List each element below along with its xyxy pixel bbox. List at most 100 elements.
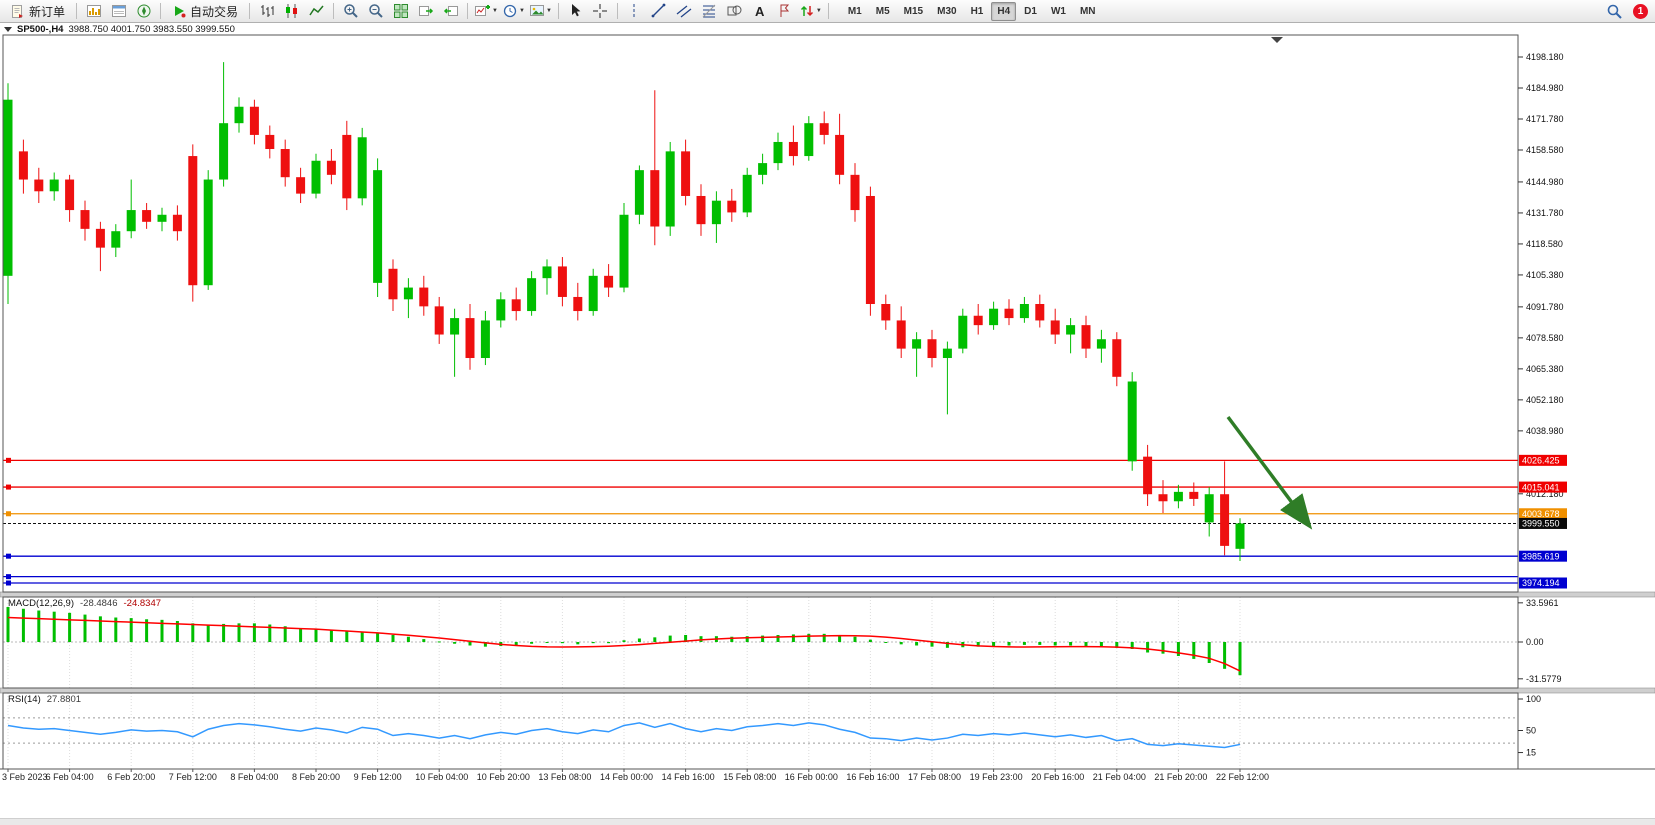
axis-label: 4198.180 (1526, 52, 1564, 62)
macd-signal-line (7, 616, 1241, 672)
navigator-button[interactable] (132, 1, 155, 22)
toolbar-separator (827, 3, 829, 19)
periods-button[interactable]: ▼ (501, 1, 526, 22)
auto-scroll-button[interactable] (414, 1, 437, 22)
line-handle[interactable] (6, 580, 11, 586)
line-handle[interactable] (6, 484, 11, 490)
axis-label: 4171.780 (1526, 114, 1564, 124)
candle-body (850, 174, 860, 211)
line-chart-button[interactable] (305, 1, 328, 22)
axis-label: 4038.980 (1526, 426, 1564, 436)
symbol-dropdown-icon[interactable] (4, 27, 12, 32)
timeframe-mn-button[interactable]: MN (1079, 5, 1096, 17)
timeframe-h1-button[interactable]: H1 (970, 5, 984, 17)
axis-label: 15 (1526, 748, 1536, 758)
panel-divider[interactable] (0, 591, 1655, 598)
candle-body (388, 268, 398, 300)
data-window-button[interactable] (107, 1, 130, 22)
candlestick-chart-button[interactable] (280, 1, 303, 22)
fibonacci-button[interactable] (698, 1, 721, 22)
panel-divider[interactable] (0, 687, 1655, 694)
chart-title: SP500-,H4 (17, 24, 64, 35)
price-tag[interactable]: 4003.678 (1519, 508, 1567, 520)
candle-body (1066, 325, 1076, 335)
price-tag[interactable]: 3999.550 (1519, 517, 1567, 529)
candle-body (1050, 320, 1060, 335)
candle-body (203, 179, 213, 286)
crosshair-button[interactable] (589, 1, 612, 22)
candle-body (280, 149, 290, 178)
trendline-button[interactable] (648, 1, 671, 22)
time-axis-label: 6 Feb 20:00 (107, 772, 155, 782)
candle-body (511, 299, 521, 312)
tile-windows-button[interactable] (389, 1, 412, 22)
price-levels-layer[interactable] (3, 457, 1518, 586)
line-handle[interactable] (6, 457, 11, 463)
notification-badge[interactable]: 1 (1633, 3, 1648, 19)
chart-shift-button[interactable] (439, 1, 462, 22)
svg-text:3985.619: 3985.619 (1522, 551, 1560, 561)
timeframe-m5-button[interactable]: M5 (875, 5, 890, 17)
window-bottom-edge (0, 818, 1655, 825)
chart-caption: SP500-,H4 3988.750 4001.750 3983.550 399… (4, 24, 235, 35)
shapes-button[interactable] (723, 1, 746, 22)
rsi-panel-border (2, 692, 1519, 770)
timeframe-m30-button[interactable]: M30 (937, 5, 957, 17)
line-chart-icon (308, 5, 324, 16)
vertical-line-icon (633, 4, 635, 17)
chart-ohlc: 3988.750 4001.750 3983.550 3999.550 (68, 24, 235, 35)
new-chart-button[interactable]: ▼ (473, 1, 499, 22)
candle-body (1235, 523, 1245, 549)
text-label-button[interactable] (773, 1, 796, 22)
price-tag[interactable]: 3985.619 (1519, 550, 1567, 562)
timeframe-w1-button[interactable]: W1 (1050, 5, 1066, 17)
time-axis-label: 13 Feb 08:00 (538, 772, 591, 782)
price-tag[interactable]: 4026.425 (1519, 454, 1567, 466)
zoom-out-button[interactable] (364, 1, 387, 22)
price-tag[interactable]: 3974.194 (1519, 577, 1567, 589)
candle-body (311, 160, 321, 194)
candle-body (1035, 304, 1045, 321)
autotrading-button[interactable]: 自动交易 (166, 1, 244, 22)
svg-text:4015.041: 4015.041 (1522, 482, 1560, 492)
channel-button[interactable] (673, 1, 696, 22)
candle-body (18, 151, 28, 180)
chart-shift-icon (443, 6, 458, 16)
text-icon: A (755, 4, 765, 19)
new-chart-icon (475, 5, 491, 16)
new-order-button[interactable]: 新订单 (4, 1, 71, 22)
candle-body (881, 304, 891, 321)
cursor-button[interactable] (564, 1, 587, 22)
candle-body (896, 320, 906, 349)
timeframe-m1-button[interactable]: M1 (847, 5, 862, 17)
timeframe-m15-button[interactable]: M15 (903, 5, 924, 17)
market-watch-button[interactable] (82, 1, 105, 22)
axis-label: 4158.580 (1526, 145, 1564, 155)
toolbar-separator (160, 3, 162, 19)
candle-body (819, 123, 829, 135)
candle-body (296, 177, 306, 194)
bar-chart-button[interactable] (255, 1, 278, 22)
svg-text:4003.678: 4003.678 (1522, 509, 1560, 519)
candle-body (1112, 339, 1122, 377)
timeframe-d1-button[interactable]: D1 (1024, 5, 1037, 17)
line-handle[interactable] (6, 553, 11, 559)
toolbar-separator (76, 3, 78, 19)
arrows-button[interactable]: ▼ (798, 1, 823, 22)
zoom-in-button[interactable] (339, 1, 362, 22)
line-handle[interactable] (6, 574, 11, 580)
text-button[interactable]: A (748, 1, 771, 22)
timeframe-h4-button[interactable]: H4 (991, 1, 1017, 21)
search-button[interactable] (1603, 1, 1626, 22)
line-handle[interactable] (6, 511, 11, 517)
price-tag[interactable]: 4015.041 (1519, 481, 1567, 493)
chart-shift-marker[interactable] (1271, 37, 1283, 43)
trend-arrow[interactable] (1226, 415, 1313, 530)
time-axis-label: 21 Feb 20:00 (1154, 772, 1207, 782)
candle-body (1019, 304, 1029, 319)
templates-button[interactable]: ▼ (528, 1, 553, 22)
axis-label: 4131.780 (1526, 208, 1564, 218)
vertical-line-button[interactable] (623, 1, 646, 22)
